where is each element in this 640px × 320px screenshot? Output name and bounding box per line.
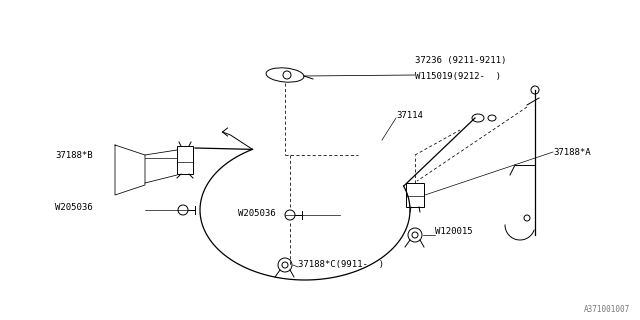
Text: W205036: W205036 [238,209,276,218]
Text: A371001007: A371001007 [584,306,630,315]
Text: W120015: W120015 [435,228,472,236]
Text: 37114: 37114 [396,110,423,119]
Text: 37188*A: 37188*A [553,148,591,156]
Text: 37188*C(9911-  ): 37188*C(9911- ) [298,260,384,269]
Text: W115019(9212-  ): W115019(9212- ) [415,71,501,81]
Text: 37236 (9211-9211): 37236 (9211-9211) [415,55,506,65]
Text: W205036: W205036 [55,204,93,212]
Text: 37188*B: 37188*B [55,150,93,159]
